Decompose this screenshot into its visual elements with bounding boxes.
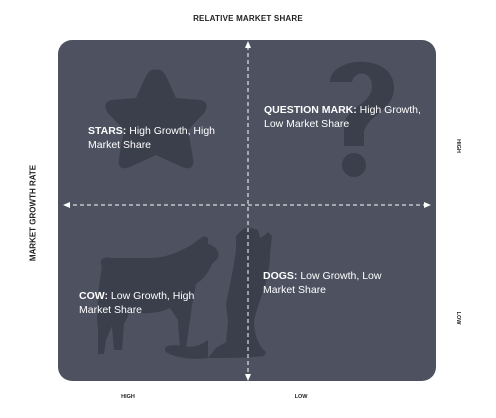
right-high-label: HIGH [455, 139, 461, 153]
question-title: QUESTION MARK: [264, 104, 357, 116]
question-desc: High Growth, Low Market Share [264, 104, 421, 130]
stars-quadrant-text: STARS: High Growth, High Market Share [88, 124, 238, 152]
left-arrow-icon [63, 202, 70, 208]
bottom-low-label: LOW [294, 394, 308, 400]
dogs-title: DOGS: [263, 270, 298, 282]
dogs-desc: Low Growth, Low Market Share [263, 270, 382, 296]
cow-title: COW: [79, 290, 108, 302]
matrix-graphics [63, 41, 431, 381]
stars-desc: High Growth, High Market Share [88, 125, 216, 151]
star-icon [105, 69, 207, 169]
cow-quadrant-text: COW: Low Growth, High Market Share [79, 289, 229, 317]
question-quadrant-text: QUESTION MARK: High Growth, Low Market S… [264, 103, 424, 131]
cow-icon [97, 236, 219, 354]
down-arrow-icon [245, 374, 251, 381]
stars-title: STARS: [88, 125, 127, 137]
dog-icon [164, 227, 272, 359]
bottom-high-label: HIGH [121, 394, 135, 400]
bcg-matrix-board: STARS: High Growth, High Market Share QU… [58, 40, 436, 381]
right-arrow-icon [424, 202, 431, 208]
up-arrow-icon [245, 41, 251, 48]
right-low-label: LOW [455, 311, 461, 325]
dogs-quadrant-text: DOGS: Low Growth, Low Market Share [263, 269, 413, 297]
y-axis-title: MARKET GROWTH RATE [28, 164, 38, 262]
x-axis-title: RELATIVE MARKET SHARE [193, 14, 303, 23]
cow-desc: Low Growth, High Market Share [79, 290, 195, 316]
question-mark-icon [330, 61, 394, 177]
